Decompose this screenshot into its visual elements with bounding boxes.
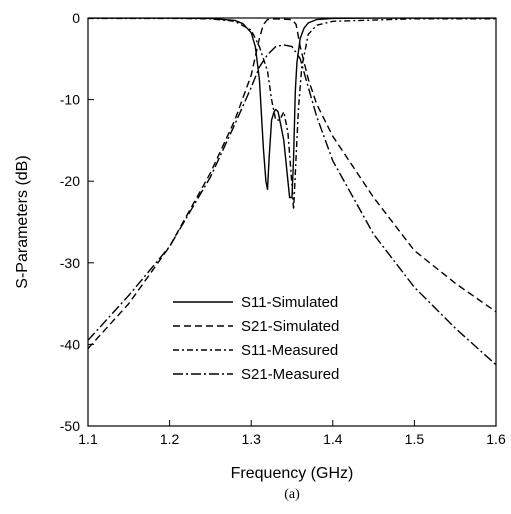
x-tick-label: 1.1 [78,431,98,447]
series-line-s11-measured [88,18,496,211]
x-axis-label: Frequency (GHz) [231,465,354,482]
plot-frame [87,17,497,427]
legend-label: S21-Measured [241,366,339,383]
legend-label: S11-Simulated [241,294,338,311]
y-tick-label: -30 [60,255,80,271]
x-tick-label: 1.6 [486,431,506,447]
y-axis-ticks: 0 -10 -20 -30 -40 -50 [60,10,94,434]
legend-label: S21-Simulated [241,318,339,335]
legend-label: S11-Measured [241,342,338,359]
y-tick-label: 0 [72,10,80,26]
y-axis-label: S-Parameters (dB) [14,155,31,288]
y-tick-label: -10 [60,92,80,108]
x-tick-label: 1.2 [160,431,180,447]
series-line-s11-simulated [88,18,496,199]
series-line-s21-simulated [88,18,496,349]
legend: S11-Simulated S21-Simulated S11-Measured S2… [173,294,339,383]
figure-caption: (a) [284,487,300,502]
x-tick-label: 1.4 [323,431,343,447]
y-tick-label: -50 [60,418,80,434]
series-layer [88,18,496,366]
x-axis-ticks: 1.1 1.2 1.3 1.4 1.5 1.6 [78,420,506,447]
x-tick-label: 1.5 [405,431,425,447]
x-tick-label: 1.3 [241,431,261,447]
series-line-s21-measured [88,44,496,366]
y-tick-label: -20 [60,173,80,189]
y-tick-label: -40 [60,336,80,352]
